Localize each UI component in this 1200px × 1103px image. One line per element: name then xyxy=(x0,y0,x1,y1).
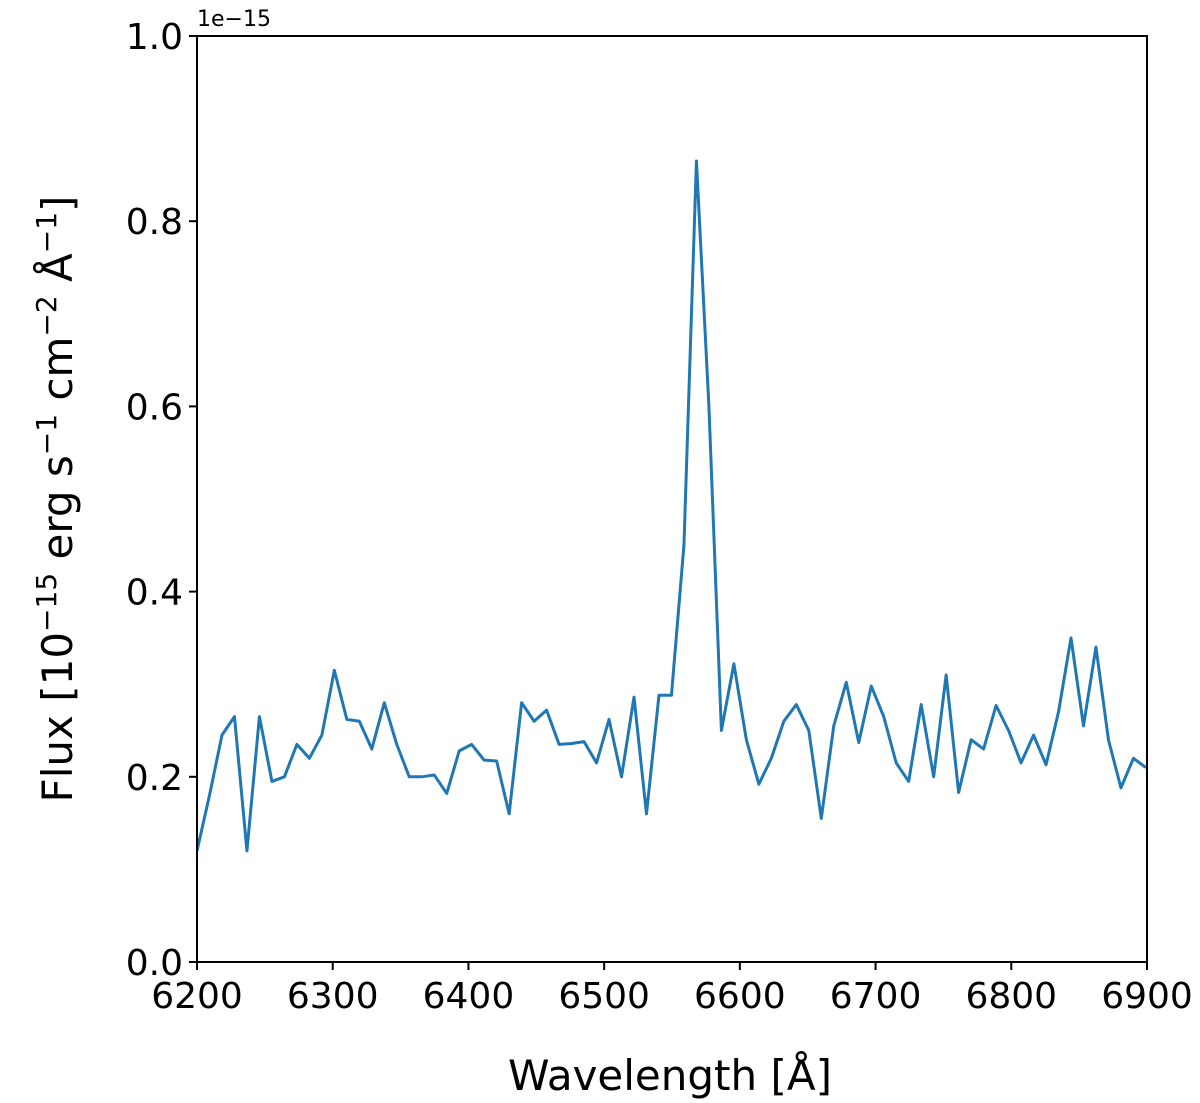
x-tick-label: 6300 xyxy=(287,976,379,1017)
y-label-part: erg s xyxy=(33,455,82,573)
x-tick-label: 6700 xyxy=(830,976,922,1017)
x-tick-label: 6900 xyxy=(1101,976,1193,1017)
y-tick-label: 0.2 xyxy=(126,758,183,799)
y-offset-label: 1e−15 xyxy=(197,7,271,32)
y-tick-label: 0.0 xyxy=(126,943,183,984)
y-tick-label: 0.8 xyxy=(126,202,183,243)
y-label-part: cm xyxy=(33,337,82,414)
y-axis-label: Flux [10−15 erg s−1 cm−2 Å−1] xyxy=(30,196,82,803)
y-label-superscript: −1 xyxy=(30,414,63,455)
x-tick-label: 6400 xyxy=(423,976,515,1017)
y-label-superscript: −15 xyxy=(30,573,63,632)
y-label-superscript: −1 xyxy=(30,212,63,253)
x-axis-label: Wavelength [Å] xyxy=(508,1050,832,1100)
x-tick-label: 6600 xyxy=(694,976,786,1017)
x-tick-label: 6200 xyxy=(151,976,243,1017)
x-tick-label: 6800 xyxy=(965,976,1057,1017)
y-label-part: Flux [10 xyxy=(33,632,82,802)
y-label-part: ] xyxy=(33,196,82,212)
y-tick-label: 0.6 xyxy=(126,387,183,428)
plot-frame xyxy=(196,35,1148,963)
y-tick-label: 1.0 xyxy=(126,17,183,58)
y-label-superscript: −2 xyxy=(30,295,63,336)
y-tick-label: 0.4 xyxy=(126,573,183,614)
y-label-part: Å xyxy=(32,253,82,295)
data-line xyxy=(197,159,1147,853)
x-tick-label: 6500 xyxy=(558,976,650,1017)
